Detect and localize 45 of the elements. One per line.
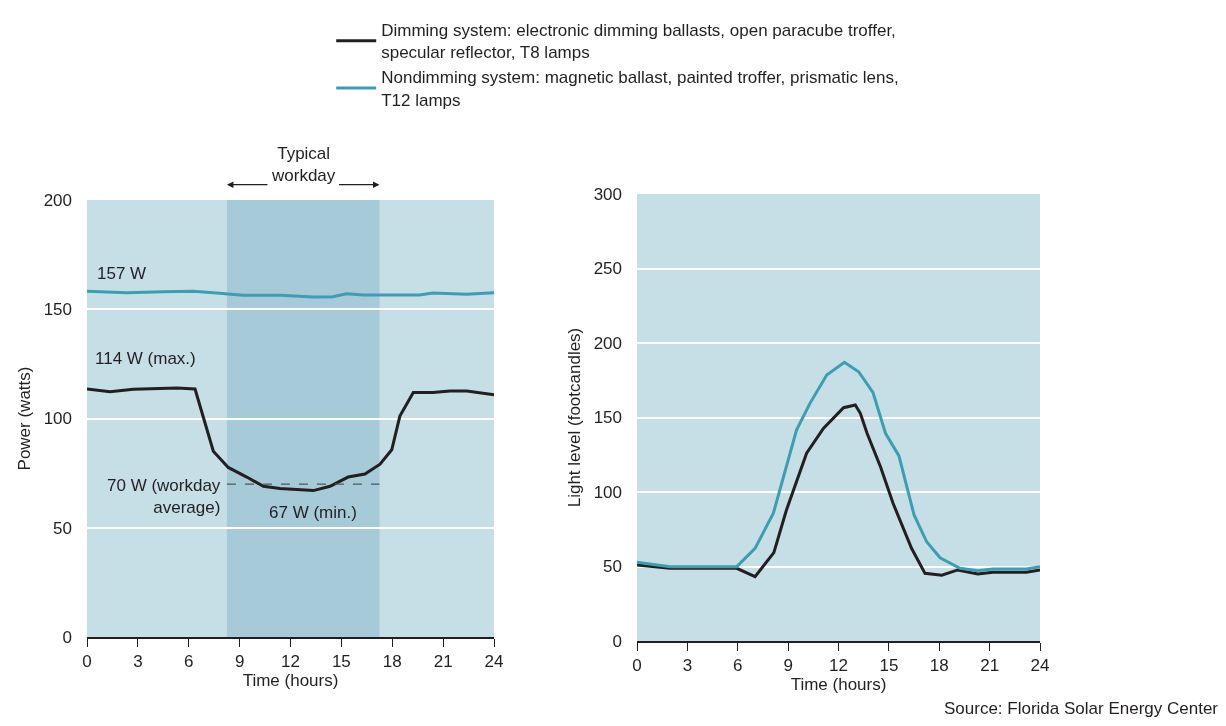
x-tick-label: 24 [1030,655,1050,675]
y-tick-label: 50 [53,518,72,538]
source-note: Source: Florida Solar Energy Center [944,699,1219,718]
x-tick-label: 18 [929,655,949,675]
y-tick-label: 100 [43,409,72,429]
x-tick-label: 3 [133,651,143,671]
x-tick-label: 18 [382,651,402,671]
x-tick-label: 21 [980,655,1000,675]
legend-label: Dimming system: electronic dimming ballasts, open paracube troffer, specular reflector, T8 lamps [381,21,896,63]
x-tick-label: 3 [682,655,693,675]
annotation: 67 W (min.) [269,503,357,522]
annotation: 157 W [97,264,147,283]
x-tick-label: 0 [632,655,642,675]
x-tick-label: 9 [234,651,245,671]
y-tick-label: 0 [612,631,622,651]
y-tick-label: 200 [593,333,622,353]
x-tick-label: 24 [484,651,504,671]
x-tick-label: 21 [433,651,453,671]
y-tick-label: 100 [593,482,622,502]
x-tick-label: 6 [184,651,194,671]
x-tick-label: 6 [733,655,743,675]
line-series [87,386,494,493]
y-axis-title: Light level (footcandles) [565,327,585,508]
y-tick-label: 50 [603,557,622,577]
y-tick-label: 250 [593,259,622,279]
x-tick-label: 12 [829,655,848,675]
y-axis-title: Power (watts) [15,366,35,471]
y-tick-label: 150 [593,408,622,428]
y-tick-label: 200 [43,190,72,210]
x-tick-label: 9 [783,655,793,675]
x-axis-title: Time (hours) [790,675,887,695]
x-axis-title: Time (hours) [242,671,339,691]
x-tick-label: 15 [331,651,351,671]
legend-label: Nondimming system: magnetic ballast, painted troffer, prismatic lens, T12 lamps [381,68,899,110]
y-tick-label: 0 [62,627,72,647]
annotation: 70 W (workday average) [107,476,221,518]
y-tick-label: 300 [593,184,622,204]
x-tick-label: 15 [879,655,899,675]
x-tick-label: 12 [281,651,300,671]
y-tick-label: 150 [43,300,72,320]
band-label: Typical workday [271,144,336,186]
annotation: 114 W (max.) [95,349,196,368]
x-tick-label: 0 [82,651,92,671]
line-series [637,403,1040,579]
line-series [637,360,1040,573]
